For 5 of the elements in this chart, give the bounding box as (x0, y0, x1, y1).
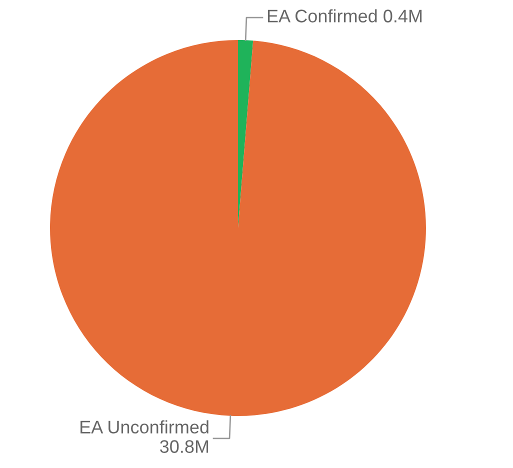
slice-label: EA Confirmed 0.4M (268, 9, 422, 22)
slice-label: EA Unconfirmed (80, 420, 208, 434)
data-label: 30.8M (160, 440, 208, 453)
pie-slice (238, 40, 254, 228)
pie-slice (50, 40, 426, 416)
